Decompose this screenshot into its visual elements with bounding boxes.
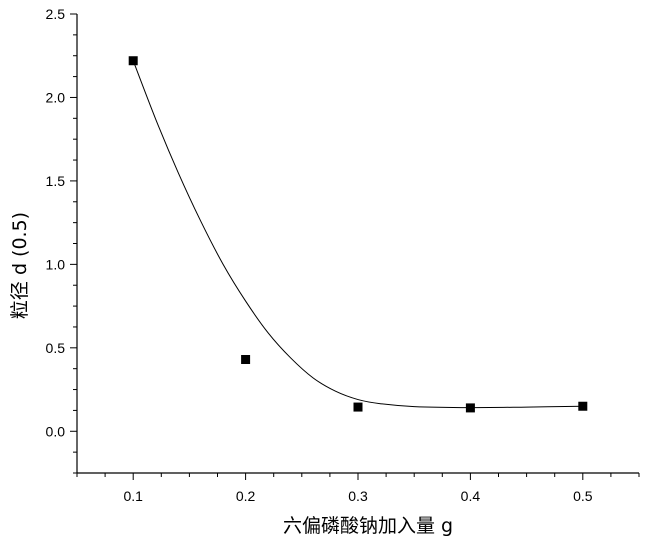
y-tick-label: 0.0	[46, 423, 66, 439]
y-tick-label: 2.5	[46, 6, 66, 22]
data-point	[241, 355, 251, 365]
y-ticks: 0.0 0.5 1.0 1.5 2.0 2.5	[46, 6, 77, 474]
y-tick-label: 1.5	[46, 173, 66, 189]
x-tick-label: 0.2	[236, 488, 256, 504]
x-tick-label: 0.5	[573, 488, 593, 504]
data-point	[578, 401, 588, 411]
data-point	[353, 402, 363, 412]
x-axis-title: 六偏磷酸钠加入量 g	[283, 515, 453, 537]
data-point	[465, 403, 475, 413]
y-axis-title: 粒径 d (0.5)	[9, 212, 31, 319]
x-tick-label: 0.4	[461, 488, 481, 504]
data-points-layer	[128, 56, 588, 413]
data-point	[128, 56, 138, 66]
y-tick-label: 2.0	[46, 89, 66, 105]
x-tick-label: 0.3	[348, 488, 368, 504]
x-tick-label: 0.1	[123, 488, 143, 504]
fit-curve-layer	[132, 60, 583, 409]
y-tick-label: 0.5	[46, 340, 66, 356]
y-tick-label: 1.0	[46, 256, 66, 272]
x-ticks: 0.1 0.2 0.3 0.4 0.5	[76, 473, 640, 504]
fit-curve-line	[132, 60, 583, 409]
